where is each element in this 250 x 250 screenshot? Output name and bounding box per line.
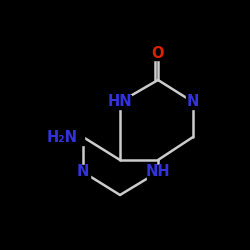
Bar (147, 165, 169, 179)
Text: N: N (187, 94, 199, 110)
Bar (150, 46, 166, 60)
Bar (42, 129, 84, 145)
Text: NH: NH (146, 164, 170, 180)
Text: N: N (77, 164, 89, 180)
Bar (76, 165, 90, 179)
Bar (186, 95, 200, 109)
Text: O: O (152, 46, 164, 60)
Text: HN: HN (108, 94, 132, 110)
Text: H₂N: H₂N (47, 130, 78, 144)
Bar (109, 95, 131, 109)
